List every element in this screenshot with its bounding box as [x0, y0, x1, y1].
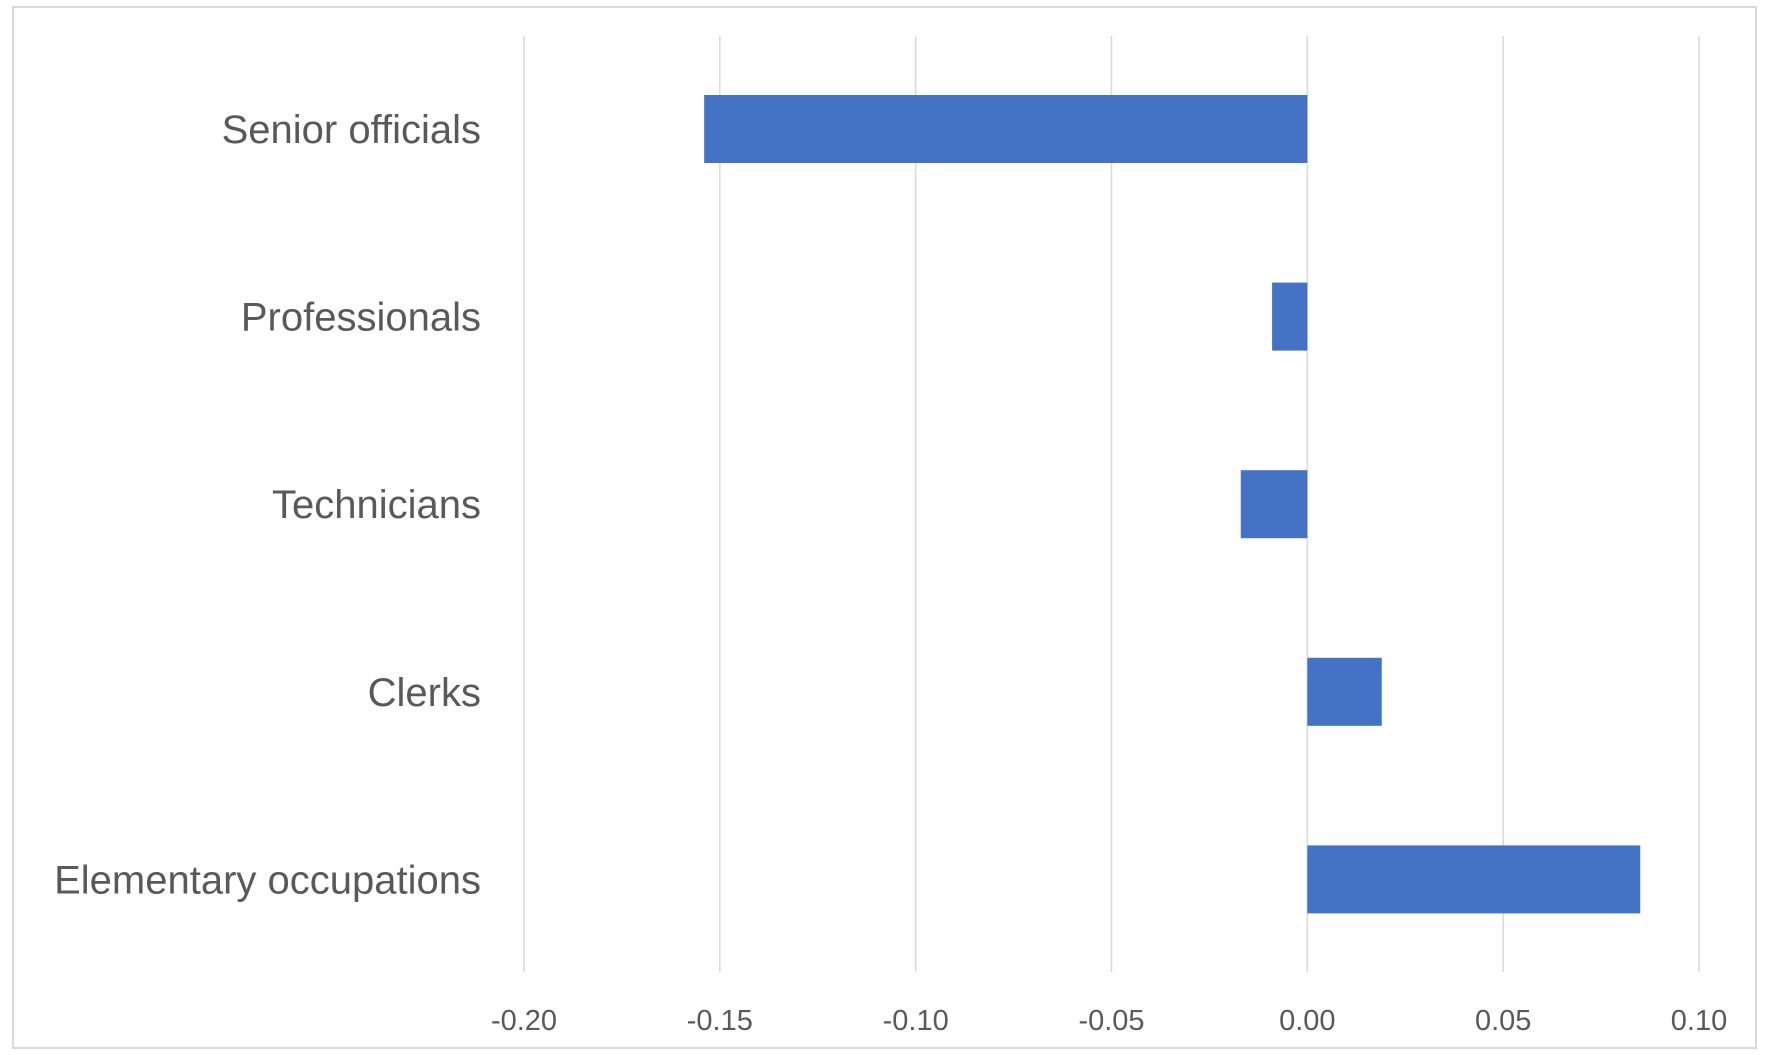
bar — [1307, 657, 1382, 726]
x-tick-label: 0.10 — [1671, 1005, 1727, 1037]
x-tick-label: -0.10 — [883, 1005, 949, 1037]
x-tick-label: -0.05 — [1078, 1005, 1144, 1037]
bar — [1272, 282, 1308, 351]
x-tick-label: -0.20 — [491, 1005, 557, 1037]
category-label: Technicians — [272, 483, 481, 527]
category-label: Clerks — [368, 671, 481, 715]
bar — [1240, 470, 1308, 539]
gridlines — [523, 36, 1700, 972]
category-label: Professionals — [241, 296, 481, 340]
x-tick-label: 0.00 — [1279, 1005, 1335, 1037]
category-label: Elementary occupations — [54, 858, 481, 902]
category-labels: Senior officials Professionals Technicians… — [54, 108, 481, 902]
bars — [704, 95, 1641, 914]
x-axis-tick-labels: -0.20 -0.15 -0.10 -0.05 0.00 0.05 0.10 — [491, 1005, 1727, 1037]
x-tick-label: -0.15 — [687, 1005, 753, 1037]
category-label: Senior officials — [222, 108, 481, 152]
bar — [704, 95, 1308, 163]
x-tick-label: 0.05 — [1475, 1005, 1531, 1037]
bar — [1307, 845, 1641, 914]
